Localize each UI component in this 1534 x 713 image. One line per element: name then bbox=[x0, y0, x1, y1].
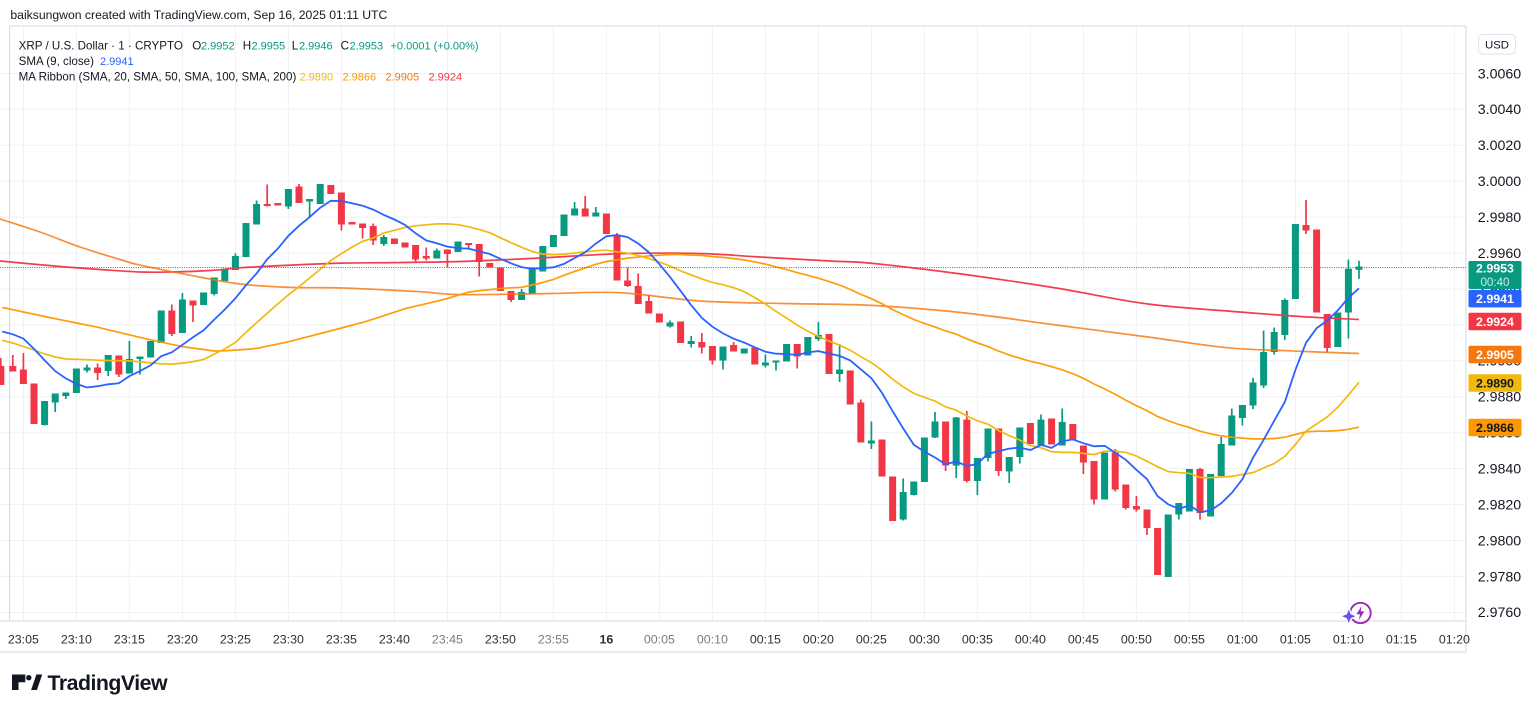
svg-text:2.9946: 2.9946 bbox=[299, 40, 333, 52]
svg-text:2.9800: 2.9800 bbox=[1478, 533, 1522, 549]
svg-text:00:20: 00:20 bbox=[803, 633, 834, 647]
svg-text:23:15: 23:15 bbox=[114, 633, 145, 647]
svg-text:H: H bbox=[243, 39, 251, 52]
svg-text:00:25: 00:25 bbox=[856, 633, 887, 647]
svg-text:23:45: 23:45 bbox=[432, 633, 463, 647]
svg-text:2.9960: 2.9960 bbox=[1478, 246, 1522, 262]
svg-text:2.9780: 2.9780 bbox=[1478, 569, 1522, 585]
svg-text:01:05: 01:05 bbox=[1280, 633, 1311, 647]
svg-text:23:35: 23:35 bbox=[326, 633, 357, 647]
svg-text:3.0040: 3.0040 bbox=[1478, 102, 1522, 118]
svg-text:2.9941: 2.9941 bbox=[1476, 292, 1514, 306]
svg-text:00:55: 00:55 bbox=[1174, 633, 1205, 647]
svg-text:+0.0001 (+0.00%): +0.0001 (+0.00%) bbox=[391, 40, 479, 52]
svg-text:01:00: 01:00 bbox=[1227, 633, 1258, 647]
svg-text:23:20: 23:20 bbox=[167, 633, 198, 647]
svg-text:2.9905: 2.9905 bbox=[1476, 348, 1514, 362]
svg-text:23:50: 23:50 bbox=[485, 633, 516, 647]
svg-text:23:10: 23:10 bbox=[61, 633, 92, 647]
svg-text:2.9760: 2.9760 bbox=[1478, 605, 1522, 621]
svg-text:23:40: 23:40 bbox=[379, 633, 410, 647]
svg-text:2.9880: 2.9880 bbox=[1478, 390, 1522, 406]
svg-text:MA Ribbon (SMA, 20, SMA, 50, S: MA Ribbon (SMA, 20, SMA, 50, SMA, 100, S… bbox=[19, 70, 297, 83]
svg-text:2.9955: 2.9955 bbox=[252, 40, 286, 52]
svg-text:L: L bbox=[292, 39, 299, 52]
svg-text:SMA (9, close): SMA (9, close) bbox=[19, 55, 95, 68]
svg-text:00:30: 00:30 bbox=[909, 633, 940, 647]
svg-text:2.9924: 2.9924 bbox=[1476, 315, 1514, 329]
svg-text:23:25: 23:25 bbox=[220, 633, 251, 647]
svg-text:2.9953: 2.9953 bbox=[1476, 261, 1514, 275]
svg-text:23:30: 23:30 bbox=[273, 633, 304, 647]
svg-text:01:10: 01:10 bbox=[1333, 633, 1364, 647]
svg-text:3.0020: 3.0020 bbox=[1478, 138, 1522, 154]
svg-text:2.9866: 2.9866 bbox=[343, 71, 377, 83]
svg-text:2.9980: 2.9980 bbox=[1478, 210, 1522, 226]
svg-text:2.9820: 2.9820 bbox=[1478, 498, 1522, 514]
svg-text:2.9952: 2.9952 bbox=[201, 40, 235, 52]
svg-text:2.9924: 2.9924 bbox=[429, 71, 463, 83]
svg-text:2.9941: 2.9941 bbox=[100, 56, 134, 68]
svg-text:3.0000: 3.0000 bbox=[1478, 174, 1522, 190]
svg-text:2.9890: 2.9890 bbox=[1476, 376, 1514, 390]
svg-text:23:55: 23:55 bbox=[538, 633, 569, 647]
svg-text:2.9905: 2.9905 bbox=[386, 71, 420, 83]
svg-text:2.9866: 2.9866 bbox=[1476, 421, 1514, 435]
svg-text:23:05: 23:05 bbox=[8, 633, 39, 647]
svg-text:00:50: 00:50 bbox=[1121, 633, 1152, 647]
svg-text:00:35: 00:35 bbox=[962, 633, 993, 647]
svg-text:00:10: 00:10 bbox=[697, 633, 728, 647]
svg-text:00:15: 00:15 bbox=[750, 633, 781, 647]
svg-text:00:05: 00:05 bbox=[644, 633, 675, 647]
svg-text:C: C bbox=[341, 39, 349, 52]
svg-text:USD: USD bbox=[1485, 39, 1509, 51]
svg-text:O: O bbox=[192, 39, 201, 52]
svg-text:3.0060: 3.0060 bbox=[1478, 66, 1522, 82]
svg-text:00:45: 00:45 bbox=[1068, 633, 1099, 647]
svg-text:2.9890: 2.9890 bbox=[300, 71, 334, 83]
svg-text:01:15: 01:15 bbox=[1386, 633, 1417, 647]
svg-text:00:40: 00:40 bbox=[1480, 276, 1509, 289]
svg-text:XRP / U.S. Dollar · 1 · CRYPTO: XRP / U.S. Dollar · 1 · CRYPTO bbox=[19, 39, 183, 52]
svg-text:2.9840: 2.9840 bbox=[1478, 462, 1522, 478]
svg-text:01:20: 01:20 bbox=[1439, 633, 1470, 647]
svg-text:TradingView: TradingView bbox=[48, 671, 168, 695]
svg-text:2.9953: 2.9953 bbox=[350, 40, 384, 52]
svg-text:00:40: 00:40 bbox=[1015, 633, 1046, 647]
svg-text:baiksungwon created with Tradi: baiksungwon created with TradingView.com… bbox=[10, 8, 387, 22]
svg-text:16: 16 bbox=[600, 633, 614, 647]
